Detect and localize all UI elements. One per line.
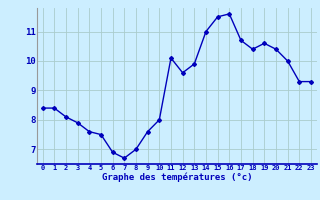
X-axis label: Graphe des températures (°c): Graphe des températures (°c) — [101, 173, 252, 182]
